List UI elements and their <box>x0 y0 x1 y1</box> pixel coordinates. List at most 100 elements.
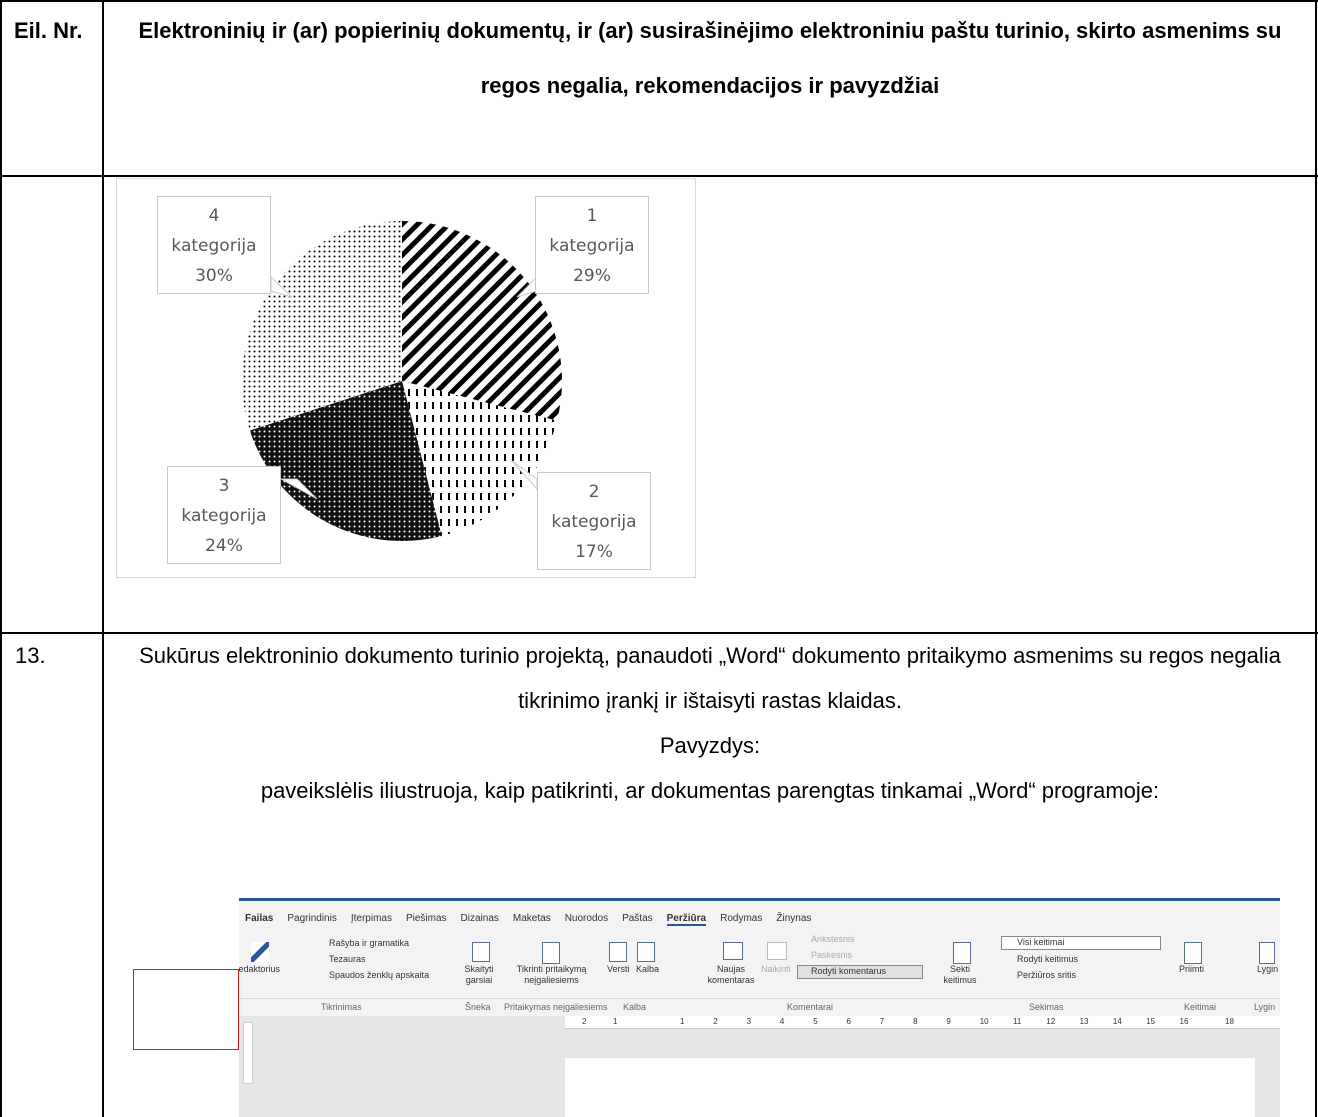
ribbon-screenshot: Failas Pagrindinis Įterpimas Piešimas Dizain… <box>239 898 1280 1117</box>
command: Ankstesnis <box>811 934 855 944</box>
ruler-label: 18 <box>1225 1017 1234 1026</box>
ruler-label: 5 <box>813 1017 817 1026</box>
ruler-label: 1 <box>680 1017 684 1026</box>
row-number: 13. <box>15 633 46 678</box>
group-label: Lygin <box>1254 1002 1275 1012</box>
document-page <box>565 1058 1255 1117</box>
ruler-label: 2 <box>582 1017 586 1026</box>
group-label: Sekimas <box>1029 1002 1064 1012</box>
icon <box>1259 942 1275 964</box>
group-label: Pritaikymas neįgaliesiems <box>504 1002 608 1012</box>
icon <box>472 942 490 962</box>
header-number: Eil. Nr. <box>14 3 94 58</box>
icon <box>609 942 627 962</box>
ribbon-tab[interactable]: Nuorodos <box>565 913 608 926</box>
group-label: Keitimai <box>1184 1002 1216 1012</box>
ruler-label: 11 <box>1013 1017 1021 1026</box>
vertical-ruler <box>243 1022 253 1084</box>
command: Naikinti <box>761 964 791 974</box>
group-label: Šneka <box>465 1002 491 1012</box>
command: Priimti <box>1179 964 1204 974</box>
ruler-label: 15 <box>1146 1017 1155 1026</box>
ruler-label: 4 <box>780 1017 784 1026</box>
table-border <box>0 0 2 1117</box>
ruler-label: 10 <box>980 1017 989 1026</box>
ruler <box>565 1016 1280 1029</box>
paragraph: Sukūrus elektroninio dokumento turinio p… <box>120 633 1300 723</box>
category-label: 1 kategorija <box>542 201 642 261</box>
command: Rašyba ir gramatika <box>329 938 409 948</box>
value-label: 24% <box>168 531 280 561</box>
table-border <box>102 0 104 1117</box>
ruler-label: 12 <box>1046 1017 1055 1026</box>
command: Skaityti garsiai <box>459 964 499 986</box>
group-label: Tikrinimas <box>321 1002 362 1012</box>
category-label: 3 kategorija <box>174 471 274 531</box>
group-label: Kalba <box>623 1002 646 1012</box>
ruler-label: 2 <box>713 1017 717 1026</box>
ribbon-tab[interactable]: Įterpimas <box>351 913 392 926</box>
value-label: 17% <box>538 537 650 567</box>
ribbon-tab[interactable]: Rodymas <box>720 913 762 926</box>
group-divider <box>239 998 1280 999</box>
ruler-label: 9 <box>946 1017 950 1026</box>
icon <box>953 942 971 964</box>
slice-label: 2 kategorija17% <box>537 472 651 570</box>
ribbon-tab[interactable]: Žinynas <box>776 913 811 926</box>
ruler-label: 6 <box>847 1017 851 1026</box>
command: Visi keitimai <box>1017 937 1064 947</box>
category-label: 2 kategorija <box>544 477 644 537</box>
icon <box>723 942 743 960</box>
ruler-label: 1 <box>613 1017 617 1026</box>
ribbon-tab[interactable]: Failas <box>245 913 273 926</box>
title-bar <box>239 898 1280 901</box>
ribbon-tab[interactable]: Paštas <box>622 913 653 926</box>
command: Peržiūros sritis <box>1017 970 1076 980</box>
ribbon-tab[interactable]: Peržiūra <box>667 913 706 926</box>
tab-bar: Failas Pagrindinis Įterpimas Piešimas Dizain… <box>245 913 811 926</box>
icon <box>542 942 560 964</box>
ruler-label: 13 <box>1080 1017 1089 1026</box>
icon <box>637 942 655 962</box>
icon <box>767 942 787 960</box>
ruler-label: 3 <box>747 1017 751 1026</box>
header-content: Elektroninių ir (ar) popierinių dokument… <box>120 3 1300 113</box>
ribbon-tab[interactable]: Piešimas <box>406 913 447 926</box>
command: Versti <box>607 964 630 974</box>
command: Rodyti komentarus <box>811 966 886 976</box>
command: Sekti keitimus <box>935 964 985 986</box>
icon <box>251 942 269 962</box>
command: Naujas komentaras <box>701 964 761 986</box>
command: Kalba <box>636 964 659 974</box>
table-border <box>0 175 1318 177</box>
command: Rodyti keitimus <box>1017 954 1078 964</box>
command: Lygin <box>1257 964 1278 974</box>
command: Redaktorius <box>239 964 281 975</box>
highlight-box <box>133 969 239 1050</box>
command: Spaudos ženklų apskaita <box>329 970 429 980</box>
paragraph: Pavyzdys: <box>120 723 1300 768</box>
command: Paskesnis <box>811 950 852 960</box>
page: Eil. Nr. Elektroninių ir (ar) popierinių… <box>0 0 1318 1117</box>
ruler-label: 7 <box>880 1017 884 1026</box>
ribbon-tab[interactable]: Dizainas <box>461 913 499 926</box>
group-label: Komentarai <box>787 1002 833 1012</box>
value-label: 30% <box>158 261 270 291</box>
value-label: 29% <box>536 261 648 291</box>
command: Tezauras <box>329 954 366 964</box>
paragraph: paveikslėlis iliustruoja, kaip patikrint… <box>120 768 1300 813</box>
ribbon-tab[interactable]: Maketas <box>513 913 551 926</box>
ruler-label: 16 <box>1180 1017 1189 1026</box>
icon <box>1184 942 1202 964</box>
category-label: 4 kategorija <box>164 201 264 261</box>
table-border <box>1315 0 1317 1117</box>
table-border <box>0 0 1318 2</box>
command: Tikrinti pritaikymą neįgaliesiems <box>509 964 594 986</box>
ruler-label: 14 <box>1113 1017 1122 1026</box>
ruler-label: 8 <box>913 1017 917 1026</box>
ribbon-tab[interactable]: Pagrindinis <box>287 913 336 926</box>
